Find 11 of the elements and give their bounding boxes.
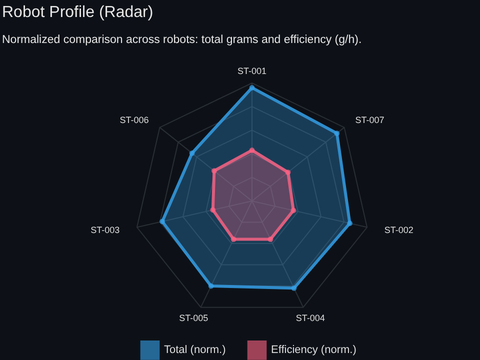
spoke-label: ST-005 bbox=[179, 312, 208, 323]
spoke-label: ST-002 bbox=[384, 224, 414, 235]
spoke-label: ST-004 bbox=[296, 312, 325, 323]
legend-label: Total (norm.) bbox=[164, 344, 226, 356]
chart-title: Robot Profile (Radar) bbox=[2, 4, 154, 21]
spoke-label: ST-003 bbox=[90, 224, 120, 235]
spoke-label: ST-007 bbox=[355, 115, 384, 126]
spoke-label: ST-006 bbox=[120, 115, 149, 126]
chart-subtitle: Normalized comparison across robots: total grams and efficiency (g/h). bbox=[2, 34, 362, 46]
legend-label: Efficiency (norm.) bbox=[271, 344, 356, 356]
spoke-label: ST-001 bbox=[237, 66, 267, 76]
